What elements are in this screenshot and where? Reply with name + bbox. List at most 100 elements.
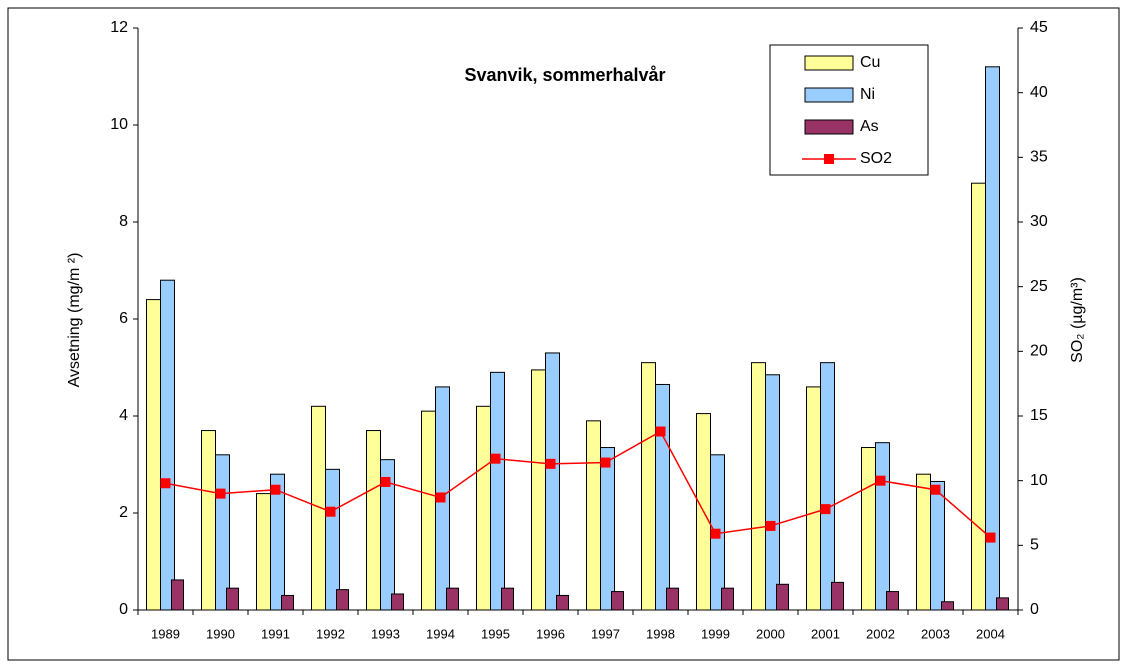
bar	[886, 591, 899, 611]
x-tick-label: 2000	[756, 626, 785, 641]
bar	[160, 279, 175, 611]
bar	[490, 371, 505, 611]
bar	[861, 447, 876, 611]
bar	[611, 591, 624, 611]
y2-axis-label: SO₂ (µg/m³)	[1069, 277, 1086, 363]
x-tick-label: 1996	[536, 626, 565, 641]
legend-swatch	[804, 119, 854, 135]
marker	[490, 453, 501, 464]
x-tick-label: 2002	[866, 626, 895, 641]
bar	[721, 587, 734, 611]
y2-tick-label: 30	[1030, 213, 1048, 230]
bar	[556, 594, 569, 611]
bar	[531, 369, 546, 611]
bar	[380, 459, 395, 611]
legend-swatch	[804, 87, 854, 103]
bar	[366, 430, 381, 611]
bar	[391, 593, 404, 611]
bar	[971, 182, 986, 611]
y2-tick-label: 10	[1030, 472, 1048, 489]
bar	[600, 447, 615, 611]
legend-label: SO2	[860, 150, 892, 167]
y-tick-label: 12	[110, 19, 128, 36]
y2-tick-label: 0	[1030, 601, 1039, 618]
y-tick-label: 6	[119, 310, 128, 327]
legend-swatch	[804, 55, 854, 71]
bar	[270, 473, 285, 611]
bar	[641, 362, 656, 611]
y2-tick-label: 20	[1030, 343, 1048, 360]
marker	[820, 504, 831, 515]
bar	[930, 480, 945, 611]
y-tick-label: 4	[119, 407, 128, 424]
x-tick-label: 1999	[701, 626, 730, 641]
line	[165, 430, 991, 539]
bar	[776, 583, 789, 611]
bar	[765, 374, 780, 611]
bar	[985, 66, 1000, 611]
marker	[600, 457, 611, 468]
marker	[545, 458, 556, 469]
marker	[215, 488, 226, 499]
bar	[256, 493, 271, 611]
marker	[710, 528, 721, 539]
x-tick-label: 1991	[261, 626, 290, 641]
x-tick-label: 2004	[976, 626, 1005, 641]
bar	[545, 352, 560, 611]
legend-label: As	[860, 118, 879, 135]
bar	[336, 589, 349, 611]
marker	[325, 506, 336, 517]
marker	[160, 478, 171, 489]
bar	[201, 430, 216, 611]
bar	[446, 587, 459, 611]
y2-tick-label: 25	[1030, 278, 1048, 295]
x-tick-label: 2001	[811, 626, 840, 641]
legend-label: Cu	[860, 54, 880, 71]
bar	[586, 420, 601, 611]
bar	[831, 581, 844, 611]
marker	[985, 532, 996, 543]
bar	[996, 597, 1009, 611]
y2-tick-label: 5	[1030, 537, 1039, 554]
bar	[501, 587, 514, 611]
x-tick-label: 1998	[646, 626, 675, 641]
bar	[171, 579, 184, 611]
y-tick-label: 10	[110, 116, 128, 133]
bar	[421, 410, 436, 611]
marker	[875, 475, 886, 486]
bar	[916, 473, 931, 611]
x-tick-label: 2003	[921, 626, 950, 641]
bar	[666, 587, 679, 611]
legend-label: Ni	[860, 86, 875, 103]
bar	[146, 299, 161, 611]
chart-title: Svanvik, sommerhalvår	[464, 65, 665, 85]
bar	[875, 442, 890, 611]
x-tick-label: 1992	[316, 626, 345, 641]
x-tick-label: 1994	[426, 626, 455, 641]
y2-tick-label: 40	[1030, 84, 1048, 101]
x-tick-label: 1993	[371, 626, 400, 641]
x-tick-label: 1989	[151, 626, 180, 641]
x-tick-label: 1997	[591, 626, 620, 641]
y2-tick-label: 15	[1030, 407, 1048, 424]
bar	[941, 601, 954, 611]
y2-tick-label: 45	[1030, 19, 1048, 36]
marker	[655, 426, 666, 437]
y-tick-label: 0	[119, 601, 128, 618]
marker	[930, 484, 941, 495]
bar	[476, 405, 491, 611]
marker	[380, 476, 391, 487]
bar	[215, 454, 230, 611]
legend-marker	[824, 154, 834, 164]
y2-tick-label: 35	[1030, 149, 1048, 166]
bar	[655, 383, 670, 611]
y-tick-label: 8	[119, 213, 128, 230]
bar	[281, 594, 294, 611]
x-tick-label: 1990	[206, 626, 235, 641]
marker	[435, 492, 446, 503]
bar	[751, 362, 766, 611]
y-tick-label: 2	[119, 504, 128, 521]
bar	[325, 468, 340, 611]
